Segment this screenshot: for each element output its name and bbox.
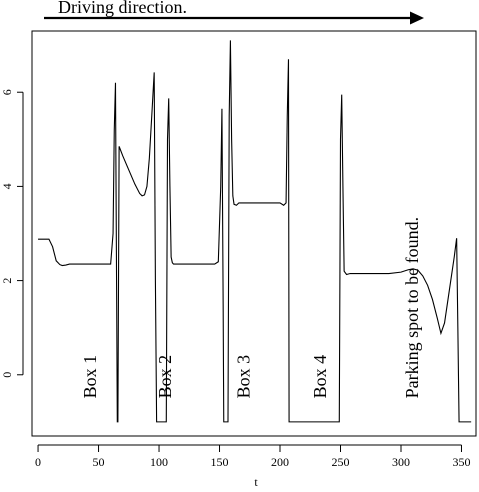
x-tick-label: 300 <box>392 455 410 469</box>
annotation-layer: Box 1 Box 2 Box 3 Box 4 Parking spot to be f… <box>80 217 479 399</box>
x-tick-label: 250 <box>332 455 350 469</box>
box-annotation: Box 4 <box>310 355 330 399</box>
x-tick-label: 150 <box>211 455 229 469</box>
series-layer <box>38 40 472 423</box>
x-tick-label: 100 <box>150 455 168 469</box>
x-axis: 0 50 100 150 200 250 300 350 <box>35 444 470 469</box>
series-line <box>38 40 472 423</box>
y-tick-label: 2 <box>0 278 14 284</box>
y-axis: 0 2 4 6 <box>0 89 24 378</box>
box-annotation: Box 5 <box>476 355 479 399</box>
box-annotation: Box 3 <box>234 355 254 399</box>
x-tick-label: 350 <box>452 455 470 469</box>
box-annotation: Box 1 <box>80 355 100 399</box>
x-tick-label: 50 <box>93 455 105 469</box>
x-tick-label: 200 <box>271 455 289 469</box>
y-tick-label: 6 <box>0 89 14 95</box>
plot-frame <box>31 30 477 437</box>
driving-direction-arrowhead <box>410 11 424 25</box>
x-tick-label: 0 <box>35 455 41 469</box>
box-annotation: Parking spot to be found. <box>402 217 422 399</box>
driving-direction-label: Driving direction. <box>58 0 187 17</box>
y-tick-label: 0 <box>0 372 14 378</box>
box-annotation: Box 2 <box>155 355 175 399</box>
y-tick-label: 4 <box>0 183 14 189</box>
x-axis-label: t <box>254 475 258 489</box>
